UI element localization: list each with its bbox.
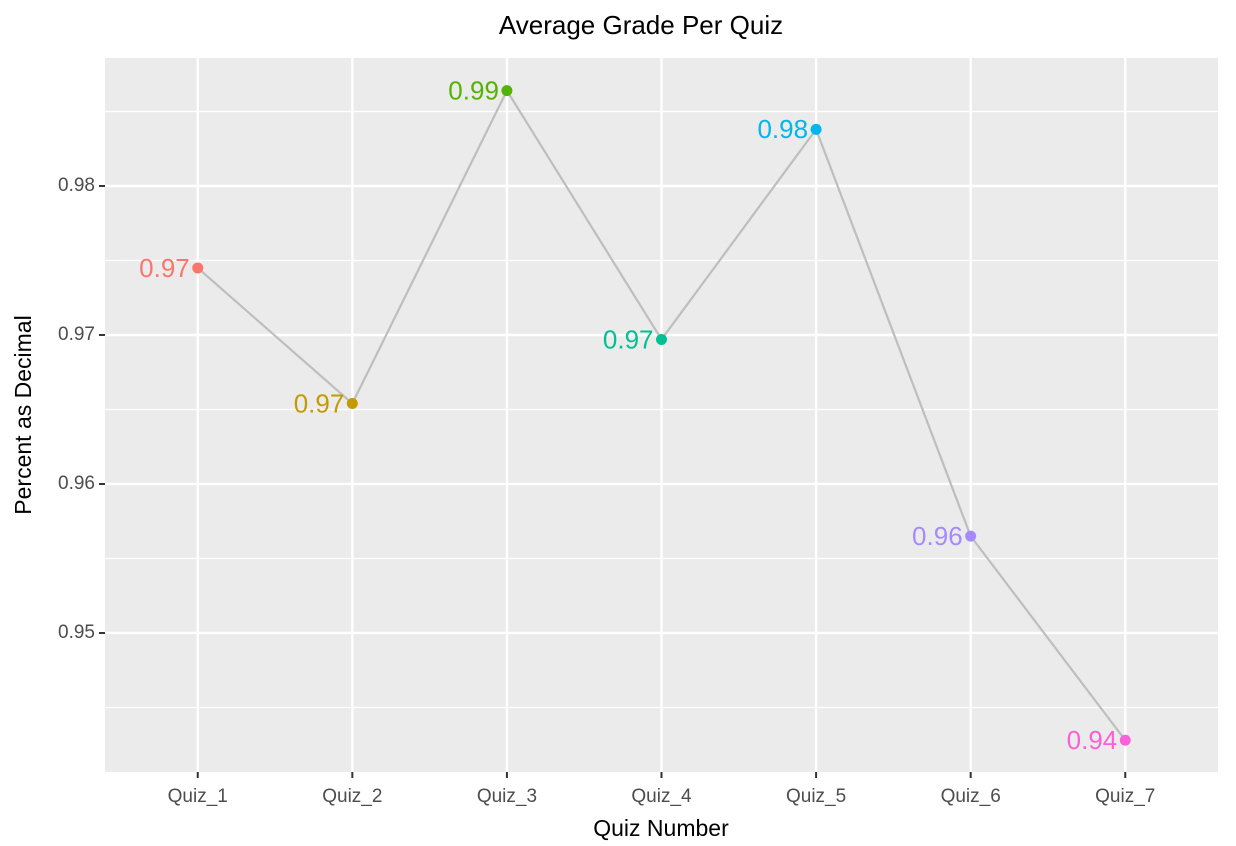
chart-title: Average Grade Per Quiz: [499, 10, 783, 40]
x-tick-label: Quiz_7: [1095, 786, 1155, 807]
data-label: 0.98: [757, 114, 808, 144]
x-tick-label: Quiz_1: [168, 786, 228, 807]
x-tick-label: Quiz_2: [322, 786, 382, 807]
data-label: 0.94: [1067, 725, 1118, 755]
x-axis-title: Quiz Number: [593, 815, 729, 841]
x-tick-label: Quiz_6: [941, 786, 1001, 807]
y-tick-label: 0.97: [58, 324, 95, 345]
point: [656, 333, 667, 345]
point: [965, 530, 977, 542]
data-label: 0.99: [448, 76, 499, 106]
y-tick-label: 0.95: [58, 622, 95, 643]
x-tick-label: Quiz_4: [631, 786, 692, 807]
point: [810, 123, 822, 135]
point: [346, 398, 358, 410]
x-tick-label: Quiz_5: [786, 786, 846, 807]
data-label: 0.97: [603, 324, 654, 354]
data-label: 0.97: [294, 388, 345, 418]
y-tick-label: 0.98: [58, 175, 95, 196]
point: [501, 85, 513, 97]
y-tick-label: 0.96: [58, 473, 95, 494]
data-label: 0.96: [912, 521, 963, 551]
data-label: 0.97: [139, 253, 190, 283]
x-tick-label: Quiz_3: [477, 786, 537, 807]
point: [192, 262, 204, 274]
y-axis-title: Percent as Decimal: [10, 315, 36, 514]
point: [1119, 734, 1131, 746]
